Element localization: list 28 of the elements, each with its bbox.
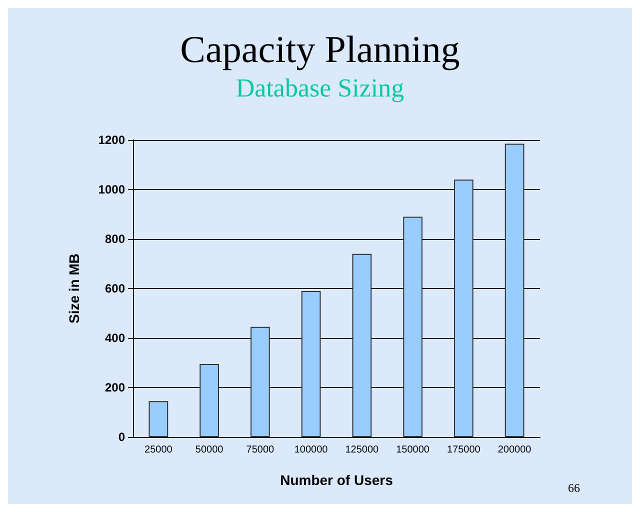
bar <box>301 290 321 437</box>
y-tick-label: 400 <box>104 331 126 345</box>
y-tick-label: 600 <box>104 282 126 296</box>
bar <box>250 326 270 437</box>
chart-subtitle: Database Sizing <box>236 74 404 102</box>
text: 66 <box>568 481 580 495</box>
bar <box>403 216 422 437</box>
bar <box>148 401 168 437</box>
bar <box>352 254 372 437</box>
x-tick-label: 175000 <box>447 444 481 456</box>
bar <box>200 364 219 437</box>
x-tick-label: 25000 <box>144 444 173 456</box>
x-tick-label: 50000 <box>195 444 224 456</box>
y-tick-label: 1000 <box>98 182 126 196</box>
x-tick-label: 75000 <box>246 444 275 456</box>
x-tick-label: 100000 <box>294 444 328 456</box>
y-tick-label: 0 <box>118 430 126 444</box>
x-tick-label: 200000 <box>498 444 532 456</box>
chart-title: Capacity Planning <box>180 29 460 71</box>
bar <box>504 144 524 437</box>
y-tick-label: 800 <box>104 232 126 246</box>
x-tick-label: 150000 <box>396 444 430 456</box>
x-tick-label: 125000 <box>345 444 380 456</box>
y-tick-label: 200 <box>104 380 126 394</box>
x-axis-title: Number of Users <box>280 472 394 488</box>
bar <box>454 180 474 437</box>
y-axis-title: Size in MB <box>66 253 82 324</box>
y-tick-label: 1200 <box>98 133 126 147</box>
